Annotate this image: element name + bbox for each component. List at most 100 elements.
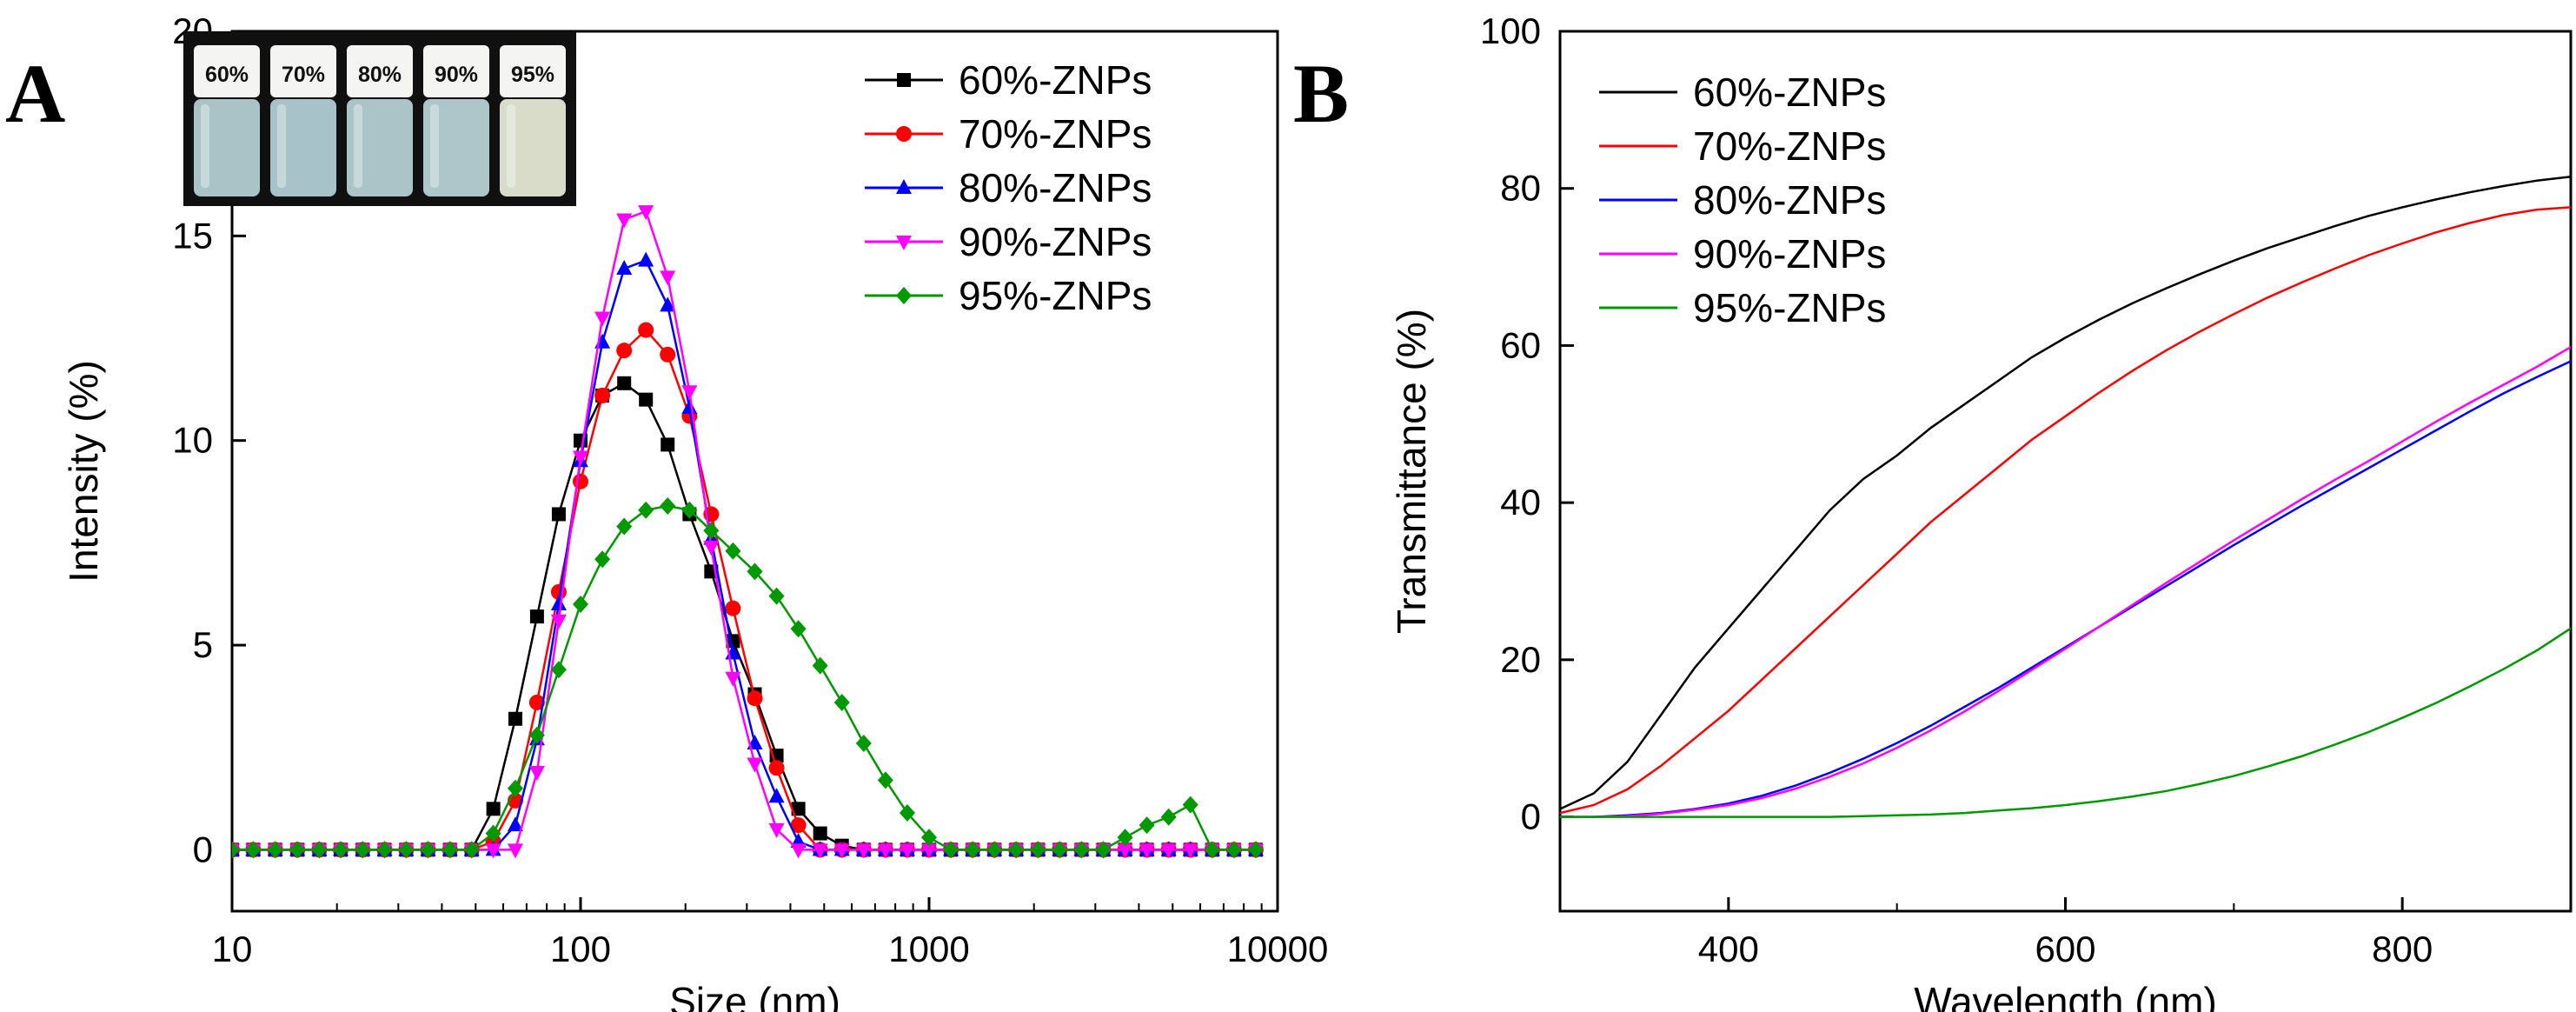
data-point-series-5 [833,693,850,711]
data-point-series-3 [660,296,676,312]
x-axis-label: Wavelength (nm) [1914,979,2217,1012]
data-point-series-5 [747,563,763,581]
vial-liquid [270,99,336,196]
data-point-series-5 [703,522,720,540]
data-point-series-2 [616,343,633,359]
data-point-series-4 [921,843,937,859]
series-line-3 [232,259,1256,851]
data-point-series-4 [833,843,850,859]
y-tick-label: 100 [1480,10,1541,51]
data-point-series-1 [617,376,632,390]
data-point-series-4 [790,843,807,859]
vial-highlight [201,104,209,188]
data-point-series-5 [1030,841,1046,859]
data-point-series-5 [1052,841,1068,859]
data-point-series-5 [965,841,981,859]
series-group [232,205,1264,859]
x-tick-label: 10 [212,929,253,969]
legend-entry-3: 80%-ZNPs [1693,177,1886,223]
vial-highlight [507,104,515,188]
data-point-series-1 [508,711,522,726]
data-point-series-2 [768,760,785,776]
data-point-series-3 [638,251,654,267]
data-point-series-5 [899,804,915,822]
data-point-series-4 [1160,843,1177,859]
data-point-series-4 [768,822,785,838]
legend-entry-4: 90%-ZNPs [1693,231,1886,276]
vial-label-band [347,45,413,97]
data-point-series-5 [768,587,785,605]
vial-label-2: 70% [282,63,325,87]
data-point-series-4 [855,843,872,859]
plot-frame [230,30,1279,913]
vial-liquid [500,99,566,196]
data-point-series-5 [1095,841,1112,859]
data-point-series-5 [855,735,872,753]
data-point-series-5 [245,841,262,859]
series-line-2 [232,328,1256,851]
vial-label-4: 90% [435,63,478,87]
x-tick-label: 800 [2372,929,2433,969]
data-point-series-2 [528,694,545,710]
data-point-series-5 [267,841,283,859]
vial-2: 70% [270,45,336,196]
series-line-2 [1560,206,2571,815]
vial-5: 95% [500,45,566,196]
chart-panel-b: B 0 20 40 60 80 100 400 600 800 Wavelength (nm) Tr… [1293,10,2573,1012]
legend-marker-4 [896,236,912,250]
data-point-series-4 [681,385,698,401]
data-point-series-2 [725,600,741,616]
data-point-series-5 [725,542,741,560]
data-point-series-4 [1182,843,1198,859]
data-point-series-5 [333,841,349,859]
vial-liquid [423,99,489,196]
vial-label-band [194,45,260,97]
vial-liquid [347,99,413,196]
y-tick-label: 20 [1500,639,1541,680]
vial-label-band [500,45,566,97]
legend-marker-3 [896,179,912,194]
data-point-series-2 [573,473,588,489]
legend: 60%-ZNPs 70%-ZNPs 80%-ZNPs 90%-ZNPs 95%-ZNPs [1599,70,1886,330]
x-tick-label: 100 [550,929,611,969]
x-axis-label: Size (nm) [669,979,840,1012]
data-point-series-3 [681,399,698,415]
data-point-series-5 [1225,841,1242,859]
data-point-series-4 [507,843,523,859]
vial-label-5: 95% [511,63,554,87]
data-point-series-4 [1139,843,1155,859]
data-point-series-4 [638,205,654,221]
data-point-series-5 [1139,816,1155,835]
y-tick-label: 0 [1521,796,1541,837]
inset-photo-vials: 60% 70% 80% 90% 95% [183,31,576,206]
data-point-series-5 [507,779,523,797]
series-line-1 [1560,175,2571,810]
data-point-series-5 [594,550,611,569]
data-point-series-3 [550,595,567,610]
data-point-series-4 [747,757,763,773]
data-point-series-5 [376,841,393,859]
data-point-series-5 [877,771,893,789]
series-line-3 [1560,360,2571,818]
data-point-series-4 [660,270,676,286]
data-point-series-4 [725,671,741,687]
data-point-series-5 [681,501,698,519]
x-tick-label: 1000 [888,929,969,969]
data-point-series-2 [638,322,654,338]
y-tick-label: 10 [172,420,213,461]
y-tick-label: 5 [193,624,213,665]
y-axis-label: Intensity (%) [61,360,106,583]
data-point-series-5 [1247,841,1264,859]
data-point-series-5 [550,661,567,679]
data-point-series-1 [661,437,675,452]
x-tick-label: 10000 [1227,929,1329,969]
data-point-series-4 [594,311,611,327]
series-line-5 [1560,627,2571,818]
legend: 60%-ZNPs 70%-ZNPs 80%-ZNPs 90%-ZNPs 95%-ZNPs [865,57,1152,318]
legend-marker-1 [897,73,911,87]
vial-1: 60% [194,45,260,196]
legend-entry-4: 90%-ZNPs [959,219,1152,264]
vial-4: 90% [423,45,489,196]
